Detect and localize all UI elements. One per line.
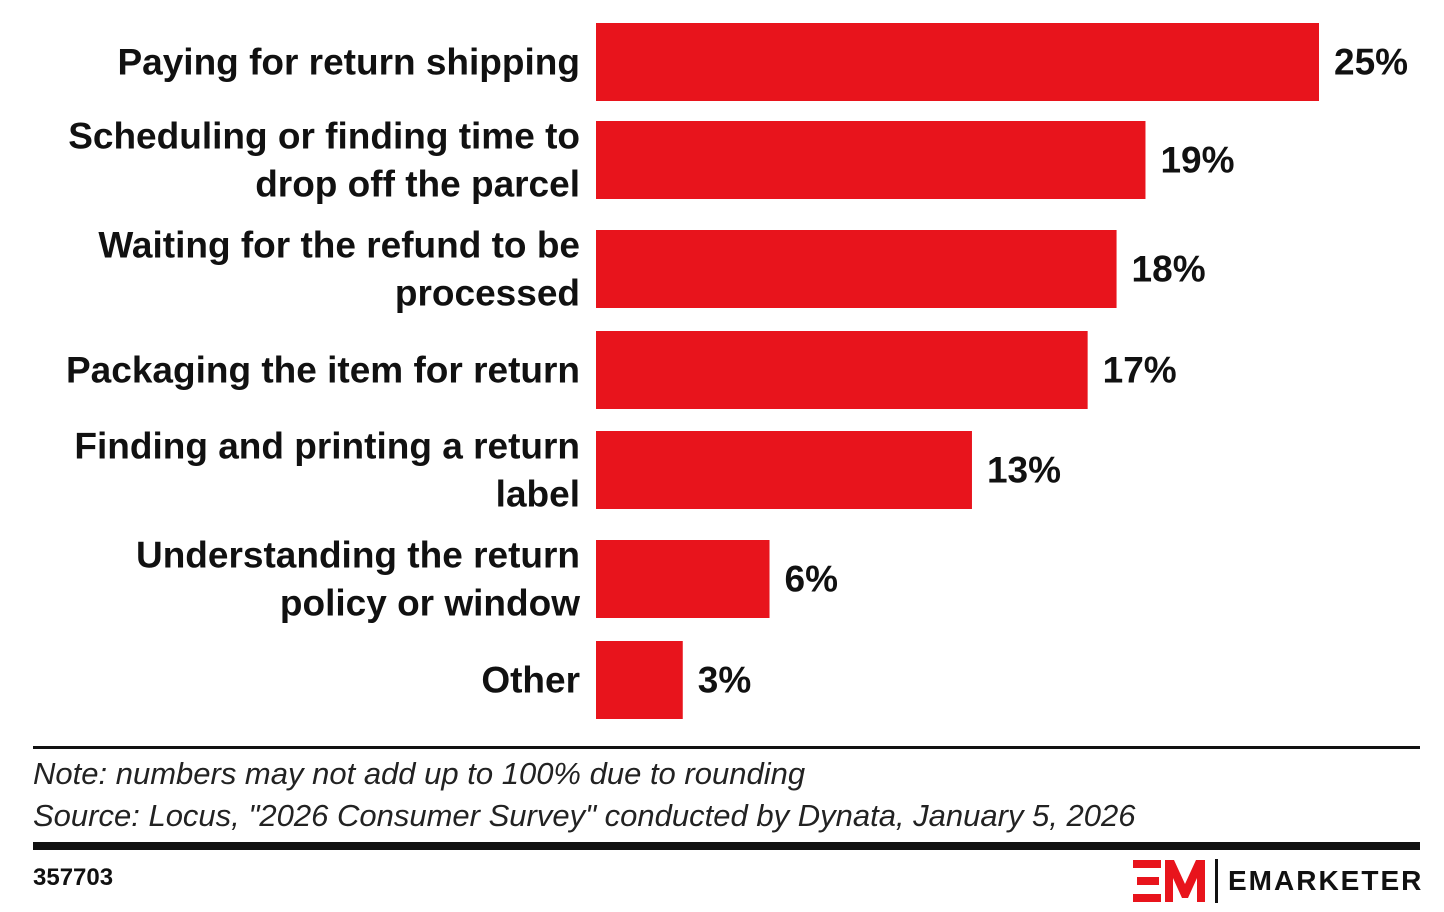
category-label-3-line-2: processed — [395, 273, 580, 314]
bar-5 — [596, 431, 972, 509]
category-label-5-line-1: Finding and printing a return — [74, 426, 580, 467]
bar-7 — [596, 641, 683, 719]
chart-note: Note: numbers may not add up to 100% due… — [33, 756, 806, 791]
chart-id: 357703 — [33, 864, 114, 891]
category-label-7: Other — [481, 660, 580, 701]
category-label-6-line-2: policy or window — [280, 583, 580, 624]
value-label-4: 17% — [1103, 350, 1177, 391]
footer-rule — [33, 842, 1420, 850]
bar-2 — [596, 121, 1146, 199]
category-label-4: Packaging the item for return — [66, 350, 580, 391]
footer-divider — [33, 746, 1420, 749]
category-label-3-line-1: Waiting for the refund to be — [98, 225, 580, 266]
logo-divider — [1215, 859, 1218, 903]
brand-name: EMARKETER — [1228, 865, 1424, 896]
chart-source: Source: Locus, "2026 Consumer Survey" co… — [33, 798, 1136, 833]
category-label-6-line-1: Understanding the return — [136, 535, 580, 576]
value-label-3: 18% — [1132, 249, 1206, 290]
category-label-1: Paying for return shipping — [117, 42, 580, 83]
bar-4 — [596, 331, 1088, 409]
em-logo-icon — [1133, 860, 1205, 902]
bar-1 — [596, 23, 1319, 101]
value-label-2: 19% — [1160, 140, 1234, 181]
category-label-5-line-2: label — [496, 474, 580, 515]
value-label-6: 6% — [785, 559, 838, 600]
category-label-2-line-1: Scheduling or finding time to — [68, 116, 580, 157]
value-label-1: 25% — [1334, 42, 1408, 83]
bar-6 — [596, 540, 770, 618]
value-label-5: 13% — [987, 450, 1061, 491]
value-label-7: 3% — [698, 660, 751, 701]
bar-chart: 25% Paying for return shipping 19% Scheduli… — [66, 23, 1408, 719]
category-label-2-line-2: drop off the parcel — [255, 164, 580, 205]
bar-3 — [596, 230, 1117, 308]
emarketer-logo: EMARKETER — [1133, 856, 1423, 906]
